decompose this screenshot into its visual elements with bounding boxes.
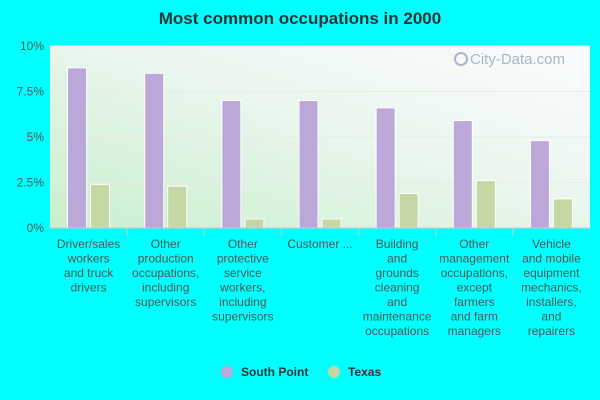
y-tick-label: 7.5% xyxy=(17,85,45,99)
bar-south-point xyxy=(221,100,242,229)
bar-south-point xyxy=(375,107,396,229)
watermark-text: City-Data.com xyxy=(470,51,565,68)
bar-texas xyxy=(90,183,111,229)
bar-texas xyxy=(167,185,188,229)
x-category-label: Building and grounds cleaning and maintenance… xyxy=(363,237,432,338)
bar-south-point xyxy=(67,67,88,229)
x-category-label: Customer ... xyxy=(287,237,352,251)
x-axis: Driver/sales workers and truck driversOther… xyxy=(57,228,582,338)
legend-swatch xyxy=(221,366,233,378)
legend: South Point Texas xyxy=(221,365,381,379)
legend-label: South Point xyxy=(241,365,308,379)
x-category-label: Other protective service workers, including s… xyxy=(212,237,273,324)
bar-texas xyxy=(552,198,573,229)
bar-south-point xyxy=(298,100,319,229)
chart-title: Most common occupations in 2000 xyxy=(159,9,441,28)
bar-texas xyxy=(475,180,496,229)
y-axis: 0% 2.5% 5% 7.5% 10% xyxy=(17,39,45,235)
y-tick-label: 5% xyxy=(27,130,45,144)
grid-lines xyxy=(50,45,590,183)
bar-south-point xyxy=(529,140,550,229)
bar-south-point xyxy=(144,72,165,229)
bar-south-point xyxy=(452,120,473,229)
bar-texas xyxy=(321,218,342,229)
bar-texas xyxy=(398,192,419,229)
x-category-label: Driver/sales workers and truck drivers xyxy=(57,237,120,295)
watermark: City-Data.com xyxy=(454,51,565,68)
y-tick-label: 10% xyxy=(20,39,44,53)
x-category-label: Vehicle and mobile equipment mechanics, inst… xyxy=(521,237,582,338)
bar-texas xyxy=(244,218,265,229)
y-tick-label: 2.5% xyxy=(17,176,45,190)
legend-label: Texas xyxy=(348,365,381,379)
x-category-label: Other production occupations, including supe… xyxy=(132,237,199,309)
y-tick-label: 0% xyxy=(27,221,45,235)
x-category-label: Other management occupations, except farmers… xyxy=(439,237,510,338)
legend-swatch xyxy=(328,366,340,378)
watermark-icon xyxy=(454,52,468,66)
